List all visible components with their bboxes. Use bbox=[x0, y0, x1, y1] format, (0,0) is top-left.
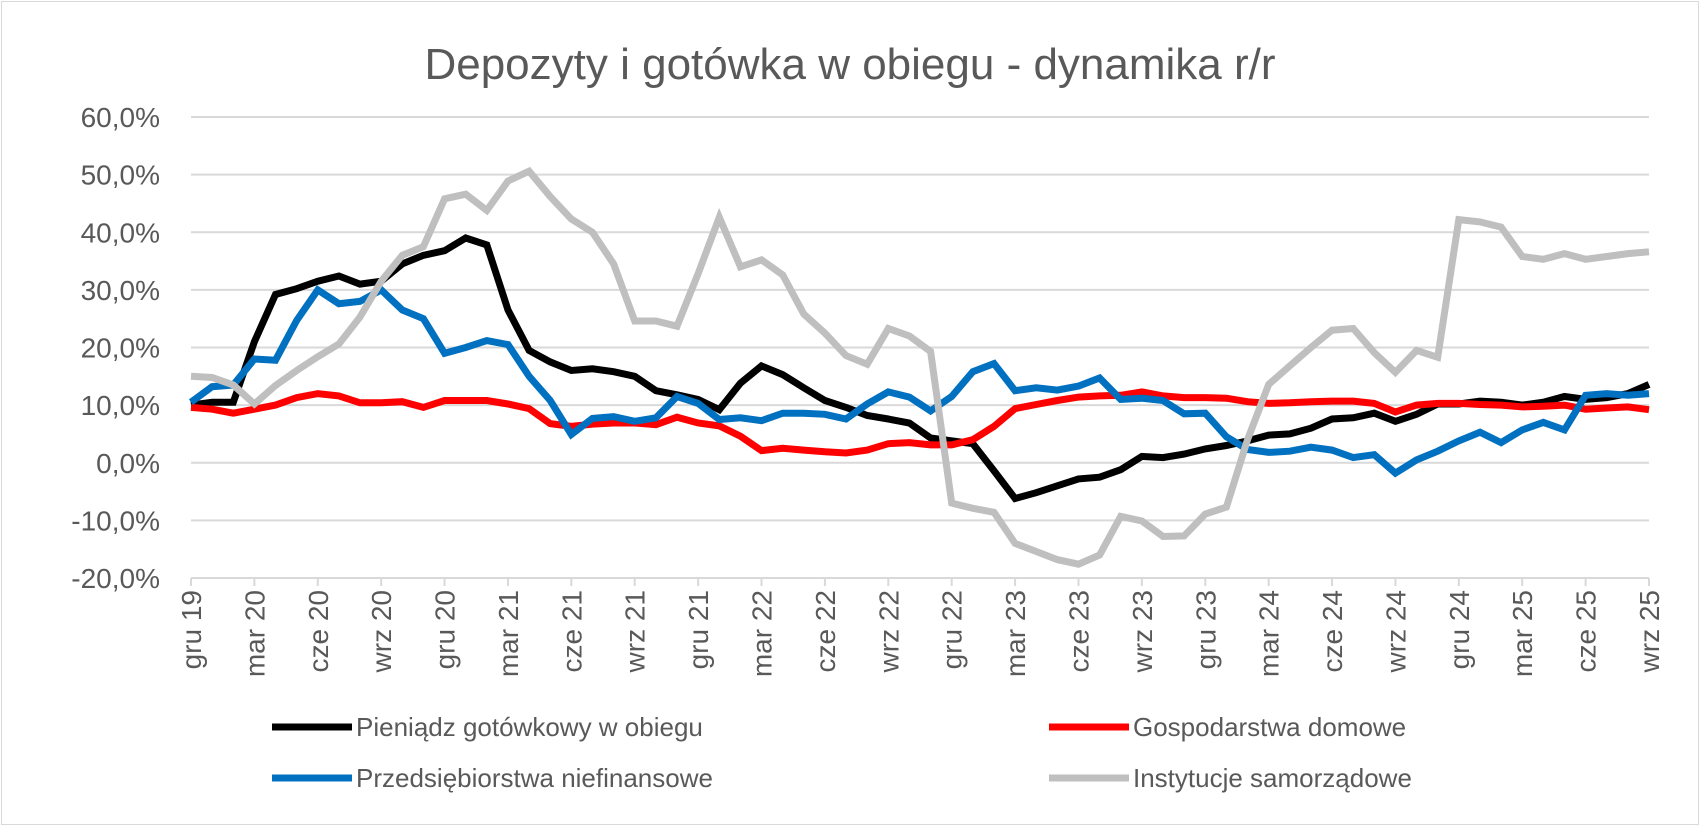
x-tick-label: cze 22 bbox=[810, 590, 841, 673]
series-line-2 bbox=[190, 388, 1650, 457]
x-tick-label: cze 23 bbox=[1063, 590, 1094, 673]
series-line-4 bbox=[190, 166, 1650, 568]
series-lines bbox=[188, 166, 1651, 568]
y-axis-ticks: 60,0% 50,0% 40,0% 30,0% 20,0% 10,0% 0,0% -10,0%… bbox=[71, 102, 160, 594]
y-tick-label: -10,0% bbox=[71, 505, 160, 536]
x-tick-label: mar 20 bbox=[239, 590, 270, 677]
legend-label: Gospodarstwa domowe bbox=[1133, 712, 1406, 742]
x-tick-label: mar 22 bbox=[747, 590, 778, 677]
x-tick-label: wrz 22 bbox=[873, 590, 904, 673]
legend-label: Przedsiębiorstwa niefinansowe bbox=[356, 763, 713, 793]
y-tick-label: 0,0% bbox=[96, 448, 160, 479]
x-tick-label: mar 25 bbox=[1507, 590, 1538, 677]
x-tick-label: mar 21 bbox=[493, 590, 524, 677]
y-tick-label: 50,0% bbox=[81, 160, 160, 191]
x-tick-label: mar 23 bbox=[1000, 590, 1031, 677]
y-tick-label: 20,0% bbox=[81, 333, 160, 364]
x-tick-label: gru 20 bbox=[430, 590, 461, 669]
x-tick-label: wrz 23 bbox=[1127, 590, 1158, 673]
x-tick-label: wrz 25 bbox=[1634, 590, 1665, 673]
x-tick-label: cze 21 bbox=[556, 590, 587, 673]
x-tick-label: gru 23 bbox=[1190, 590, 1221, 669]
x-tick-label: gru 24 bbox=[1444, 590, 1475, 669]
y-tick-label: 40,0% bbox=[81, 217, 160, 248]
x-tick-label: mar 24 bbox=[1254, 590, 1285, 677]
x-axis-ticks: gru 19 mar 20 cze 20 wrz 20 gru 20 mar 21 cze … bbox=[176, 578, 1665, 677]
y-tick-label: 10,0% bbox=[81, 390, 160, 421]
chart-title: Depozyty i gotówka w obiegu - dynamika r… bbox=[424, 40, 1275, 89]
x-tick-label: cze 20 bbox=[303, 590, 334, 673]
x-tick-label: cze 25 bbox=[1571, 590, 1602, 673]
legend-label: Pieniądz gotówkowy w obiegu bbox=[356, 712, 703, 742]
legend-label: Instytucje samorządowe bbox=[1133, 763, 1412, 793]
x-tick-label: wrz 24 bbox=[1380, 590, 1411, 673]
y-tick-label: 30,0% bbox=[81, 275, 160, 306]
x-tick-label: wrz 20 bbox=[366, 590, 397, 673]
legend: Pieniądz gotówkowy w obiegu Gospodarstwa … bbox=[272, 712, 1412, 793]
series-line-1 bbox=[190, 234, 1651, 503]
series-line-3 bbox=[188, 285, 1650, 478]
y-tick-label: -20,0% bbox=[71, 563, 160, 594]
x-tick-label: gru 19 bbox=[176, 590, 207, 669]
x-tick-label: gru 21 bbox=[683, 590, 714, 669]
x-tick-label: cze 24 bbox=[1317, 590, 1348, 673]
y-tick-label: 60,0% bbox=[81, 102, 160, 133]
x-tick-label: gru 22 bbox=[937, 590, 968, 669]
x-tick-label: wrz 21 bbox=[620, 590, 651, 673]
